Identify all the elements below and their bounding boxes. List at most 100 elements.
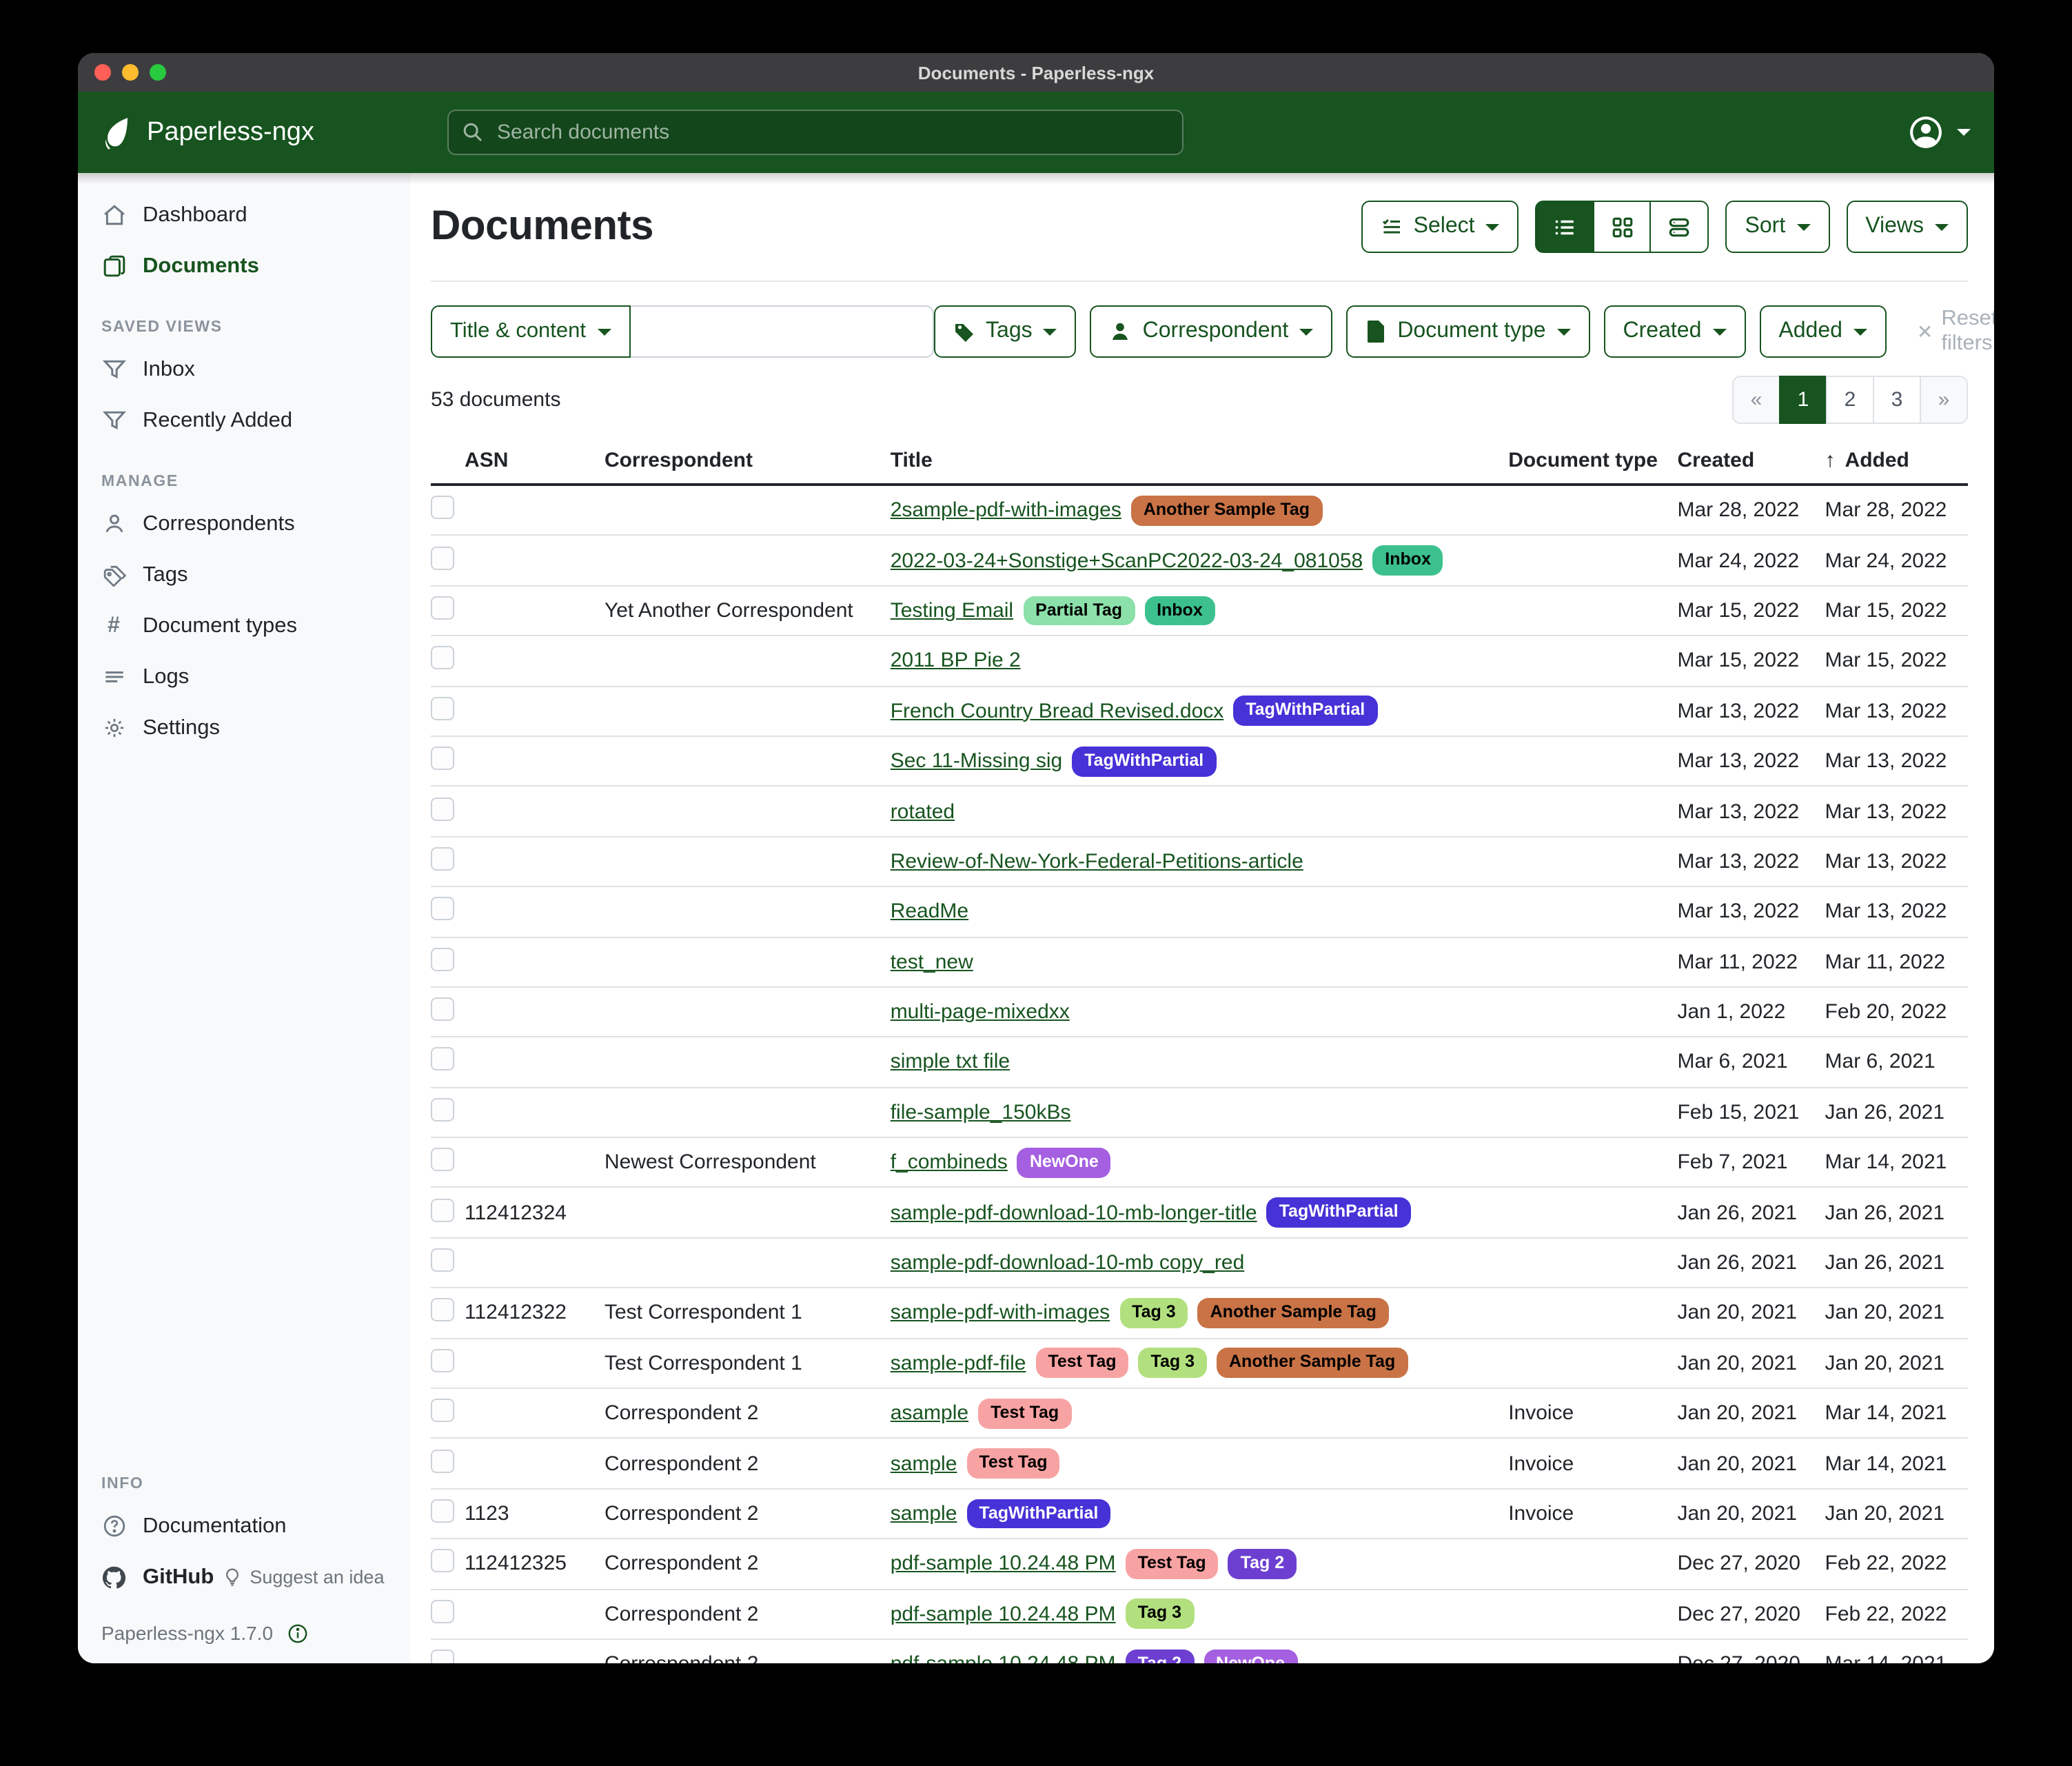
card-view-button[interactable] (1649, 201, 1709, 253)
global-search[interactable] (447, 110, 1184, 155)
document-link[interactable]: Sec 11-Missing sig (890, 749, 1063, 773)
maximize-window-button[interactable] (150, 64, 166, 81)
document-checkbox[interactable] (431, 997, 454, 1022)
document-link[interactable]: simple txt file (890, 1050, 1010, 1074)
document-checkbox[interactable] (431, 1599, 454, 1623)
sidebar-item-documents[interactable]: Documents (78, 241, 410, 292)
tag-badge[interactable]: Another Sample Tag (1130, 495, 1323, 526)
tag-badge[interactable]: Another Sample Tag (1197, 1298, 1389, 1328)
document-link[interactable]: pdf-sample 10.24.48 PM (891, 1652, 1116, 1663)
document-checkbox[interactable] (431, 1449, 454, 1473)
document-link[interactable]: rotated (890, 800, 955, 824)
tag-badge[interactable]: Test Tag (1035, 1348, 1129, 1379)
document-checkbox[interactable] (431, 596, 454, 620)
document-link[interactable]: test_new (890, 950, 973, 974)
sidebar-item-correspondents[interactable]: Correspondents (78, 498, 410, 549)
document-link[interactable]: Testing Email (890, 598, 1014, 622)
document-checkbox[interactable] (431, 947, 454, 971)
document-checkbox[interactable] (431, 1650, 454, 1663)
document-link[interactable]: 2011 BP Pie 2 (890, 649, 1021, 673)
sidebar-item-documentation[interactable]: Documentation (78, 1501, 410, 1552)
column-header-added[interactable]: ↑ Added (1825, 440, 1968, 486)
pagination-prev-button[interactable]: « (1732, 376, 1780, 424)
select-dropdown-button[interactable]: Select (1361, 201, 1519, 253)
filter-text-input[interactable] (630, 305, 934, 358)
tag-badge[interactable]: Partial Tag (1023, 596, 1135, 626)
document-link[interactable]: multi-page-mixedxx (890, 1000, 1070, 1024)
tag-badge[interactable]: Tag 3 (1119, 1298, 1188, 1328)
search-input[interactable] (494, 119, 1168, 145)
sidebar-item-logs[interactable]: Logs (78, 651, 410, 702)
sidebar-item-document-types[interactable]: # Document types (78, 600, 410, 651)
document-link[interactable]: 2sample-pdf-with-images (890, 498, 1121, 522)
tag-badge[interactable]: Test Tag (978, 1398, 1072, 1429)
document-checkbox[interactable] (431, 846, 454, 871)
document-link[interactable]: ReadMe (890, 900, 969, 924)
document-checkbox[interactable] (431, 1148, 454, 1172)
tags-filter-button[interactable]: Tags (933, 305, 1077, 358)
tag-badge[interactable]: NewOne (1203, 1649, 1298, 1663)
document-link[interactable]: pdf-sample 10.24.48 PM (890, 1552, 1116, 1576)
document-link[interactable]: French Country Bread Revised.docx (890, 699, 1224, 723)
document-checkbox[interactable] (431, 1348, 454, 1372)
document-link[interactable]: sample-pdf-file (890, 1351, 1026, 1375)
tag-badge[interactable]: TagWithPartial (1233, 696, 1378, 727)
document-checkbox[interactable] (431, 1549, 454, 1573)
added-filter-button[interactable]: Added (1759, 305, 1887, 358)
tag-badge[interactable]: TagWithPartial (1072, 746, 1217, 777)
tag-badge[interactable]: Another Sample Tag (1217, 1348, 1408, 1379)
document-link[interactable]: sample-pdf-with-images (890, 1301, 1110, 1325)
sidebar-item-github[interactable]: GitHub (78, 1552, 222, 1603)
info-circle-icon[interactable] (287, 1623, 307, 1643)
tag-badge[interactable]: TagWithPartial (1266, 1197, 1411, 1228)
tag-badge[interactable]: Tag 3 (1125, 1598, 1195, 1630)
tag-badge[interactable]: Tag 2 (1228, 1549, 1297, 1579)
document-checkbox[interactable] (431, 646, 454, 670)
brand[interactable]: Paperless-ngx (101, 116, 314, 149)
document-checkbox[interactable] (431, 1248, 454, 1272)
tag-badge[interactable]: Inbox (1144, 596, 1215, 626)
document-link[interactable]: asample (890, 1401, 969, 1425)
tag-badge[interactable]: Inbox (1372, 545, 1443, 576)
document-checkbox[interactable] (431, 496, 454, 520)
sidebar-item-tags[interactable]: Tags (78, 549, 410, 600)
user-menu[interactable] (1909, 115, 1971, 150)
document-checkbox[interactable] (431, 897, 454, 921)
document-checkbox[interactable] (431, 1047, 454, 1071)
list-view-button[interactable] (1535, 201, 1595, 253)
correspondent-filter-button[interactable]: Correspondent (1090, 305, 1333, 358)
reset-filters-button[interactable]: ✕ Reset filters (1917, 307, 1994, 356)
pagination-page-button[interactable]: 3 (1873, 376, 1921, 424)
sidebar-item-suggest-idea[interactable]: Suggest an idea (222, 1567, 385, 1587)
pagination-page-button[interactable]: 1 (1779, 376, 1827, 424)
document-checkbox[interactable] (431, 1399, 454, 1423)
tag-badge[interactable]: Tag 2 (1125, 1649, 1195, 1663)
pagination-next-button[interactable]: » (1920, 376, 1968, 424)
document-link[interactable]: file-sample_150kBs (890, 1100, 1071, 1124)
document-link[interactable]: pdf-sample 10.24.48 PM (890, 1602, 1116, 1626)
document-link[interactable]: sample-pdf-download-10-mb-longer-title (890, 1201, 1257, 1225)
sidebar-item-settings[interactable]: Settings (78, 702, 410, 753)
sidebar-item-dashboard[interactable]: Dashboard (78, 190, 410, 241)
column-header-title[interactable]: Title (890, 440, 1509, 486)
tag-badge[interactable]: Tag 3 (1138, 1348, 1207, 1379)
views-dropdown-button[interactable]: Views (1846, 201, 1968, 253)
created-filter-button[interactable]: Created (1603, 305, 1746, 358)
minimize-window-button[interactable] (122, 64, 139, 81)
document-link[interactable]: 2022-03-24+Sonstige+ScanPC2022-03-24_081… (890, 549, 1363, 573)
tag-badge[interactable]: NewOne (1017, 1147, 1111, 1178)
document-checkbox[interactable] (431, 696, 454, 720)
column-header-correspondent[interactable]: Correspondent (604, 440, 891, 486)
sidebar-item-recently-added[interactable]: Recently Added (78, 395, 410, 446)
filter-field-dropdown[interactable]: Title & content (431, 305, 631, 358)
pagination-page-button[interactable]: 2 (1826, 376, 1874, 424)
document-checkbox[interactable] (431, 1499, 454, 1523)
sidebar-item-inbox[interactable]: Inbox (78, 344, 410, 395)
grid-view-button[interactable] (1592, 201, 1652, 253)
close-window-button[interactable] (94, 64, 111, 81)
document-type-filter-button[interactable]: Document type (1346, 305, 1590, 358)
document-checkbox[interactable] (431, 797, 454, 821)
document-link[interactable]: f_combineds (890, 1150, 1008, 1175)
document-checkbox[interactable] (431, 1198, 454, 1222)
document-checkbox[interactable] (431, 1298, 454, 1322)
